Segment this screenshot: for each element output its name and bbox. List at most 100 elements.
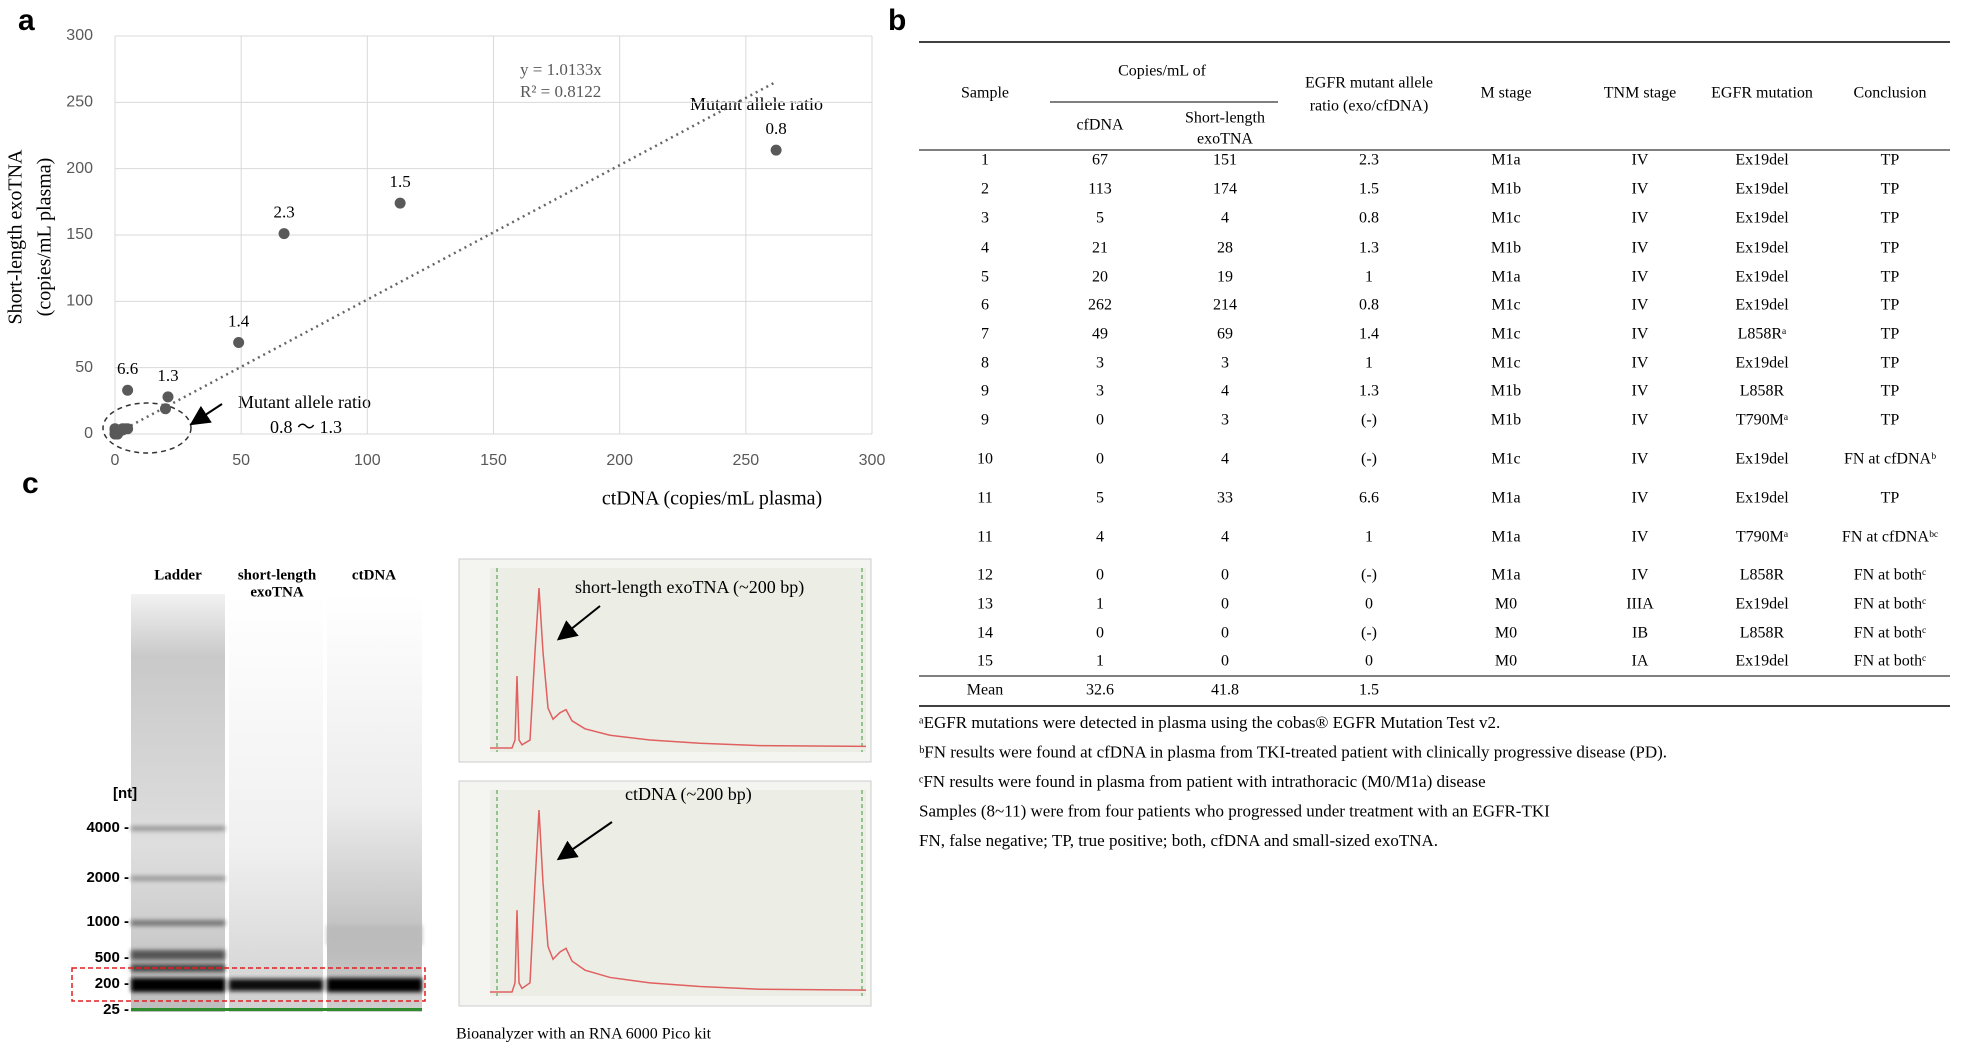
x-axis-label: ctDNA (copies/mL plasma): [602, 488, 822, 510]
table-cell: IV: [1632, 297, 1649, 314]
table-cell: 1.3: [1359, 240, 1379, 257]
table-cell: IV: [1632, 326, 1649, 343]
table-cell: 12: [977, 567, 993, 584]
point-label: 0.8: [765, 119, 786, 138]
table-cell: 3: [1096, 383, 1104, 400]
table-cell: 1.5: [1359, 682, 1379, 699]
table-cell: 4: [1096, 529, 1104, 546]
y-tick-label: 300: [66, 27, 93, 44]
y-axis-label: (copies/mL plasma): [34, 158, 56, 317]
trend-equation: y = 1.0133x: [520, 60, 602, 79]
table-cell: M1a: [1491, 529, 1520, 546]
table-cell: 0: [1096, 625, 1104, 642]
table-cell: 1: [1096, 596, 1104, 613]
point: [122, 384, 134, 396]
table-cell: 10: [977, 451, 993, 468]
table-cell: IV: [1632, 210, 1649, 227]
table-cell: 69: [1217, 326, 1233, 343]
table-cell: Ex19del: [1735, 269, 1789, 286]
lane-label: short-length: [238, 567, 317, 583]
table-cell: IV: [1632, 383, 1649, 400]
trace-markers: [496, 568, 863, 996]
table-cell: TP: [1881, 412, 1900, 429]
table-cell: Ex19del: [1735, 355, 1789, 372]
table-cell: 5: [1096, 210, 1104, 227]
table-cell: Ex19del: [1735, 210, 1789, 227]
table-cell: 4: [1221, 451, 1229, 468]
point: [394, 197, 406, 209]
table-cell: TP: [1881, 326, 1900, 343]
table-cell: FN at bothᶜ: [1854, 567, 1927, 584]
table-cell: IA: [1632, 653, 1649, 670]
y-tick-label: 100: [66, 293, 93, 310]
table-cell: M1c: [1491, 326, 1520, 343]
table-cell: M1a: [1491, 269, 1520, 286]
trace-label: ctDNA (~200 bp): [625, 784, 752, 805]
table-cell: 9: [981, 383, 989, 400]
lane-label: Ladder: [154, 567, 202, 583]
table-cell: Ex19del: [1735, 490, 1789, 507]
table-cell: 0.8: [1359, 210, 1379, 227]
table-cell: 33: [1217, 490, 1233, 507]
point-label: 6.6: [117, 359, 138, 378]
table-cell: FN at cfDNAᵇ: [1844, 451, 1936, 468]
ladder-label: [nt]: [113, 785, 137, 802]
table-cell: M1b: [1491, 181, 1521, 198]
table-header: cfDNA: [1076, 117, 1124, 134]
table-cell: 0: [1221, 625, 1229, 642]
table-cell: M0: [1495, 596, 1517, 613]
point-label: 1.5: [390, 172, 411, 191]
table-cell: Ex19del: [1735, 297, 1789, 314]
annotation: Mutant allele ratio: [690, 94, 823, 114]
table-cell: FN at bothᶜ: [1854, 653, 1927, 670]
arrow: [556, 821, 613, 861]
table-cell: M1a: [1491, 490, 1520, 507]
x-tick-label: 200: [606, 452, 633, 469]
table-cell: 0: [1221, 596, 1229, 613]
table-header: exoTNA: [1197, 131, 1253, 148]
ladder-label: 2000 -: [86, 869, 129, 886]
point: [112, 428, 124, 440]
table-header: EGFR mutant allele: [1305, 75, 1433, 92]
trace: [490, 809, 867, 993]
table-cell: 113: [1088, 181, 1111, 198]
table-cell: 28: [1217, 240, 1233, 257]
table-cell: IV: [1632, 412, 1649, 429]
table-cell: 7: [981, 326, 989, 343]
table-cell: M1c: [1491, 297, 1520, 314]
table-header: TNM stage: [1604, 85, 1676, 102]
table-cell: TP: [1881, 269, 1900, 286]
table-cell: FN at cfDNAᵇᶜ: [1842, 529, 1938, 546]
table-cell: 1: [1365, 355, 1373, 372]
table-cell: 49: [1092, 326, 1108, 343]
table-cell: 0: [1096, 567, 1104, 584]
table-cell: 3: [1221, 355, 1229, 372]
table-cell: TP: [1881, 240, 1900, 257]
table-cell: FN at bothᶜ: [1854, 625, 1927, 642]
table-cell: 21: [1092, 240, 1108, 257]
table-cell: (-): [1361, 625, 1377, 642]
table-header: Short-length: [1185, 110, 1265, 127]
table-cell: 0: [1096, 412, 1104, 429]
table-cell: IV: [1632, 269, 1649, 286]
lane-label: exoTNA: [250, 584, 303, 600]
table-cell: 3: [1096, 355, 1104, 372]
trace-plot: [490, 790, 866, 996]
y-tick-label: 150: [66, 226, 93, 243]
table-cell: 1.4: [1359, 326, 1379, 343]
panel-label: b: [888, 4, 906, 37]
table-cell: 174: [1213, 181, 1237, 198]
table-cell: IV: [1632, 181, 1649, 198]
table-cell: M1c: [1491, 210, 1520, 227]
table-cell: 0: [1221, 567, 1229, 584]
table-cell: M1c: [1491, 355, 1520, 372]
table-cell: 6: [981, 297, 989, 314]
annotation: Mutant allele ratio: [238, 392, 371, 412]
footnote: ᵇFN results were found at cfDNA in plasm…: [919, 742, 1667, 761]
marker-line: [131, 1008, 422, 1011]
table-cell: T790Mᵃ: [1736, 412, 1789, 429]
footnote: Samples (8~11) were from four patients w…: [919, 801, 1550, 820]
table-cell: 4: [981, 240, 989, 257]
panel-label: c: [22, 467, 39, 500]
table-cell: 262: [1088, 297, 1112, 314]
